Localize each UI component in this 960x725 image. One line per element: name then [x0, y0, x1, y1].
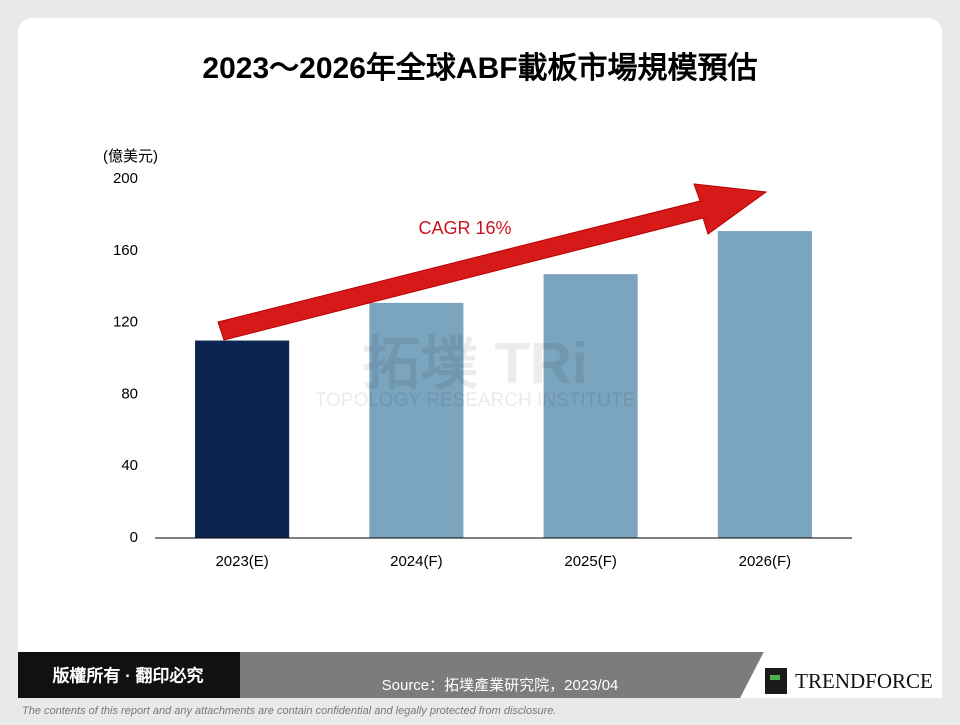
x-tick-label: 2023(E)	[215, 553, 268, 570]
x-tick-label: 2025(F)	[564, 553, 617, 570]
plot: 0 40 80 120 160 200 2023(E) 2024(F) 2025(F) 2026(…	[113, 170, 852, 570]
bar	[369, 302, 464, 538]
y-axis-label: (億美元)	[103, 148, 158, 165]
y-tick-label: 160	[113, 242, 138, 259]
y-tick-label: 120	[113, 314, 138, 331]
y-tick-label: 0	[130, 529, 138, 546]
bar	[717, 231, 812, 538]
x-tick-label: 2024(F)	[390, 553, 443, 570]
annotation: CAGR 16%	[418, 218, 511, 238]
trend-arrow	[217, 183, 768, 341]
disclaimer: The contents of this report and any atta…	[22, 705, 556, 717]
footer-dark	[18, 652, 240, 698]
bar	[195, 340, 290, 538]
copyright: 版權所有 · 翻印必究	[52, 665, 203, 685]
watermark-logo: 拓墣 TRi	[362, 331, 588, 396]
watermark-name: TOPOLOGY RESEARCH INSTITUTE	[315, 390, 635, 411]
logo-area	[740, 640, 942, 698]
x-tick-label: 2026(F)	[739, 553, 792, 570]
logo-icon	[765, 668, 787, 694]
y-tick-label: 40	[121, 457, 138, 474]
bar	[543, 274, 638, 538]
logo-icon-bar	[770, 675, 780, 680]
source: Source：拓墣產業研究院，2023/04	[382, 676, 619, 694]
y-tick-label: 80	[121, 385, 138, 402]
brand: TRENDFORCE	[795, 669, 933, 693]
chart-title: 2023～2026年全球ABF載板市場規模預估	[202, 51, 757, 85]
y-tick-label: 200	[113, 170, 138, 187]
